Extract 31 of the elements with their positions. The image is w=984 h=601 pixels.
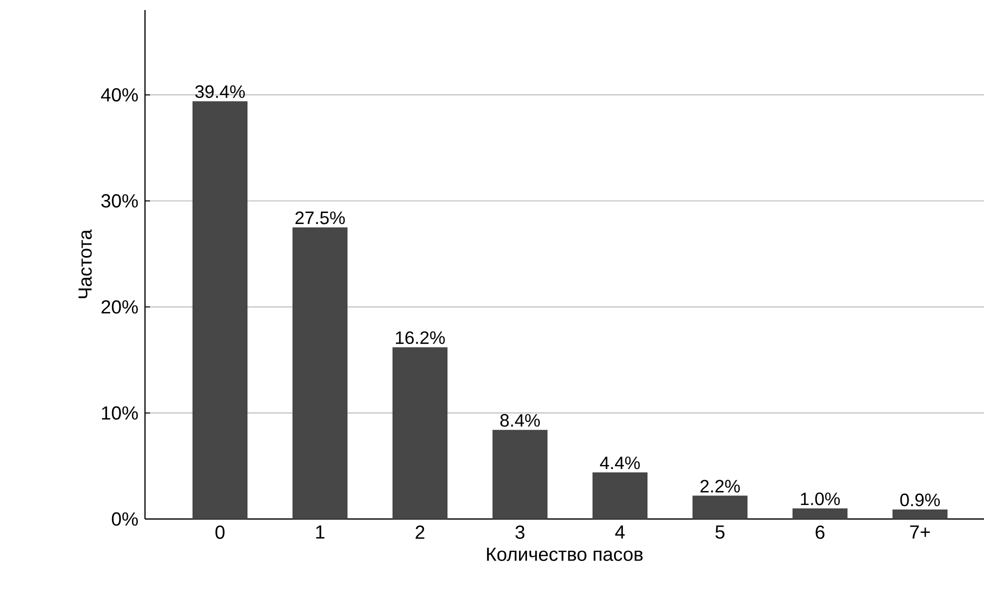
x-tick-label: 2 bbox=[416, 526, 424, 539]
bar bbox=[792, 508, 848, 519]
bar bbox=[292, 227, 348, 519]
x-tick-label: 5 bbox=[715, 526, 724, 539]
bar bbox=[392, 347, 448, 519]
bar bbox=[592, 472, 648, 519]
bar bbox=[692, 496, 748, 519]
data-label: 4.4% bbox=[600, 456, 640, 470]
data-label: 8.4% bbox=[500, 414, 540, 427]
data-label: 2.2% bbox=[700, 480, 740, 492]
y-tick-label: 30% bbox=[101, 194, 138, 208]
data-label: 1.0% bbox=[800, 492, 840, 506]
bar bbox=[492, 430, 548, 519]
y-tick-label: 10% bbox=[102, 406, 138, 420]
data-label: 16.2% bbox=[396, 331, 445, 344]
x-axis-title: Количество пасов bbox=[487, 548, 643, 561]
y-tick-label: 20% bbox=[102, 300, 138, 314]
x-tick-label: 7+ bbox=[910, 526, 930, 539]
x-tick-label: 1 bbox=[316, 526, 324, 539]
x-tick-label: 6 bbox=[816, 526, 824, 539]
x-tick-label: 4 bbox=[615, 526, 625, 539]
data-label: 39.4% bbox=[195, 85, 245, 98]
bar bbox=[192, 101, 248, 519]
x-tick-label: 0 bbox=[215, 526, 225, 539]
data-label: 27.5% bbox=[295, 211, 345, 224]
y-axis-title: Частота bbox=[78, 229, 92, 298]
x-tick-label: 3 bbox=[515, 526, 524, 539]
bar bbox=[892, 509, 948, 519]
y-tick-label: 0% bbox=[112, 512, 138, 526]
y-tick-label: 40% bbox=[101, 88, 138, 102]
data-label: 0.9% bbox=[900, 494, 940, 506]
